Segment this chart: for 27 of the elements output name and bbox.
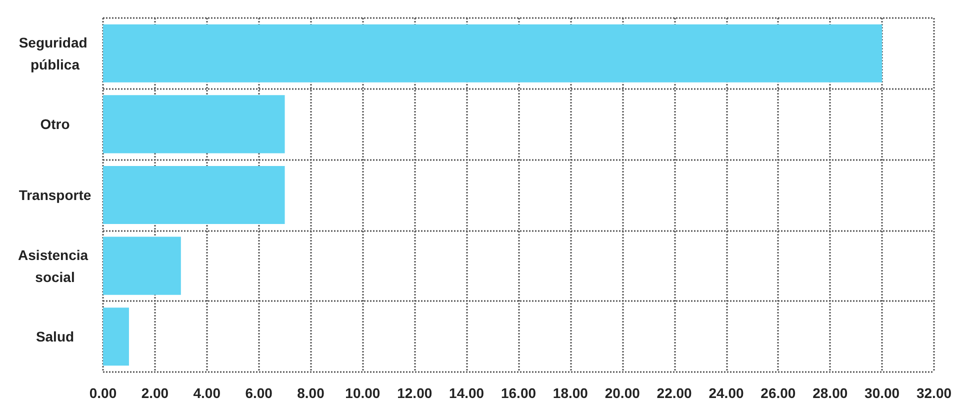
x-tick-label: 4.00 — [193, 385, 221, 401]
x-tick-label: 12.00 — [397, 385, 432, 401]
x-tick-label: 16.00 — [500, 385, 536, 401]
bar — [103, 236, 181, 295]
bar — [103, 166, 285, 224]
bar — [103, 24, 882, 82]
y-tick-label: Salud — [36, 328, 74, 345]
y-tick-label: Otro — [40, 116, 70, 132]
x-tick-label: 14.00 — [449, 385, 484, 401]
x-tick-label: 0.00 — [89, 385, 117, 401]
x-tick-label: 6.00 — [245, 385, 273, 401]
x-tick-label: 8.00 — [297, 385, 325, 401]
x-tick-label: 10.00 — [345, 385, 380, 401]
x-tick-label: 2.00 — [141, 385, 169, 401]
x-tick-label: 26.00 — [760, 385, 796, 401]
x-tick-label: 24.00 — [708, 385, 744, 401]
x-tick-label: 20.00 — [604, 385, 640, 401]
x-tick-label: 30.00 — [864, 385, 900, 401]
x-tick-label: 28.00 — [812, 385, 848, 401]
x-tick-label: 22.00 — [656, 385, 692, 401]
bar — [103, 308, 129, 366]
y-tick-label: Seguridad pública — [18, 34, 92, 72]
y-tick-label: Transporte — [18, 187, 92, 203]
bar — [103, 95, 285, 154]
x-tick-label: 18.00 — [552, 385, 588, 401]
y-tick-label: Asistencia social — [18, 246, 92, 285]
x-tick-label: 32.00 — [916, 385, 952, 401]
